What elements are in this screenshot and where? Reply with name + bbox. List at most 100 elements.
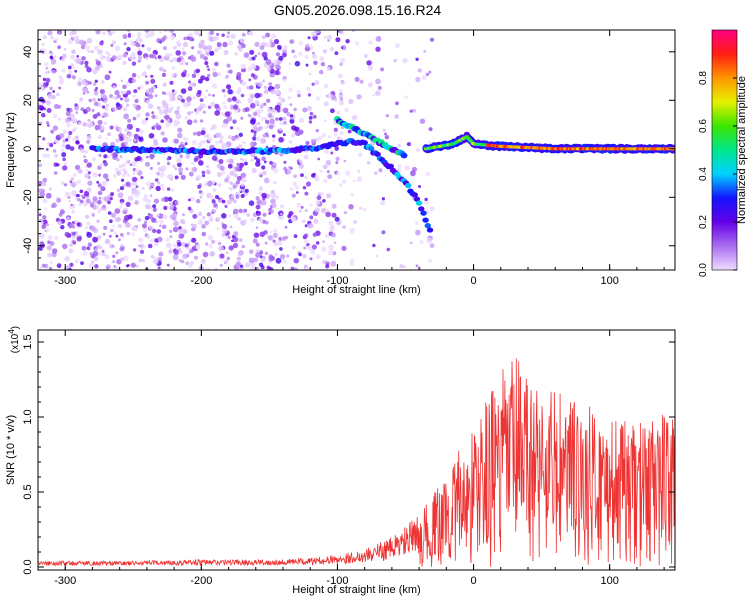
noise-dot xyxy=(84,64,89,69)
noise-dot xyxy=(68,70,73,75)
noise-dot xyxy=(260,256,266,263)
noise-dot xyxy=(237,87,242,92)
noise-dot xyxy=(108,31,113,36)
noise-dot xyxy=(168,249,173,254)
noise-dot xyxy=(38,188,43,193)
noise-dot xyxy=(94,45,100,51)
noise-dot xyxy=(348,204,354,210)
noise-dot xyxy=(166,157,170,161)
noise-dot xyxy=(58,75,63,80)
noise-dot xyxy=(101,252,106,257)
noise-dot xyxy=(293,267,298,270)
noise-dot xyxy=(81,245,87,251)
noise-dot xyxy=(163,69,167,73)
noise-dot xyxy=(268,235,274,241)
noise-dot xyxy=(100,65,103,69)
noise-dot xyxy=(125,103,130,108)
noise-dot xyxy=(99,89,105,95)
noise-dot xyxy=(254,156,258,160)
noise-dot xyxy=(303,154,309,160)
noise-dot xyxy=(69,223,75,229)
noise-dot xyxy=(298,41,303,46)
noise-dot xyxy=(145,204,151,210)
noise-dot xyxy=(234,134,239,139)
noise-dot xyxy=(190,56,197,62)
noise-dot xyxy=(42,153,47,158)
noise-dot xyxy=(128,32,131,36)
noise-dot xyxy=(415,221,419,225)
noise-dot xyxy=(322,240,325,244)
noise-dot xyxy=(340,80,346,86)
noise-dot xyxy=(229,181,233,185)
noise-dot xyxy=(313,60,318,65)
noise-dot xyxy=(131,42,136,47)
noise-dot xyxy=(274,252,278,256)
noise-dot xyxy=(231,165,235,169)
noise-dot xyxy=(157,55,162,59)
noise-dot xyxy=(87,180,93,186)
noise-dot xyxy=(290,216,297,222)
noise-dot xyxy=(94,101,99,107)
noise-dot xyxy=(199,98,204,102)
noise-dot xyxy=(217,241,222,246)
noise-dot xyxy=(237,250,244,257)
noise-dot xyxy=(125,201,131,207)
noise-dot xyxy=(141,186,145,190)
noise-dot xyxy=(428,127,433,132)
y2-tick-label: 1.0 xyxy=(22,409,34,424)
noise-dot xyxy=(158,251,164,257)
noise-dot xyxy=(299,159,304,164)
noise-dot xyxy=(210,101,216,107)
noise-dot xyxy=(295,185,300,190)
noise-dot xyxy=(270,198,276,204)
noise-dot xyxy=(42,215,47,220)
noise-dot xyxy=(170,188,174,192)
noise-dot xyxy=(139,85,144,89)
noise-dot xyxy=(241,80,247,87)
noise-dot xyxy=(74,35,79,40)
noise-dot xyxy=(105,178,110,182)
noise-dot xyxy=(207,68,210,71)
noise-dot xyxy=(97,165,102,170)
noise-dot xyxy=(302,107,308,113)
noise-dot xyxy=(271,202,277,209)
noise-dot xyxy=(92,196,98,202)
noise-dot xyxy=(316,195,322,201)
noise-dot xyxy=(224,259,229,264)
noise-dot xyxy=(163,206,168,210)
noise-dot xyxy=(131,176,138,183)
noise-dot xyxy=(152,258,159,265)
noise-dot xyxy=(193,255,199,260)
noise-dot xyxy=(144,30,150,33)
noise-dot xyxy=(286,254,290,258)
noise-dot xyxy=(90,225,97,232)
noise-dot xyxy=(69,262,74,267)
noise-dot xyxy=(277,95,283,101)
noise-dot xyxy=(80,107,85,111)
noise-dot xyxy=(80,44,86,50)
noise-dot xyxy=(412,108,417,113)
noise-dot xyxy=(188,198,191,202)
noise-dot xyxy=(103,196,110,202)
noise-dot xyxy=(330,108,335,114)
noise-dot xyxy=(168,229,173,233)
noise-dot xyxy=(228,245,234,251)
noise-dot xyxy=(339,100,344,106)
noise-dot xyxy=(180,219,186,225)
noise-dot xyxy=(384,135,390,140)
noise-dot xyxy=(77,179,82,184)
noise-dot xyxy=(50,35,54,40)
noise-dot xyxy=(330,151,334,155)
noise-dot xyxy=(334,51,339,56)
noise-dot xyxy=(98,196,102,200)
noise-dot xyxy=(342,225,346,229)
noise-dot xyxy=(191,161,194,165)
noise-dot xyxy=(243,178,247,183)
noise-dot xyxy=(291,193,296,198)
y2-tick-label: 1.5 xyxy=(22,334,34,349)
noise-dot xyxy=(244,107,250,112)
noise-dot xyxy=(334,98,338,102)
noise-dot xyxy=(227,31,231,35)
noise-dot xyxy=(298,51,303,56)
noise-dot xyxy=(84,225,89,230)
